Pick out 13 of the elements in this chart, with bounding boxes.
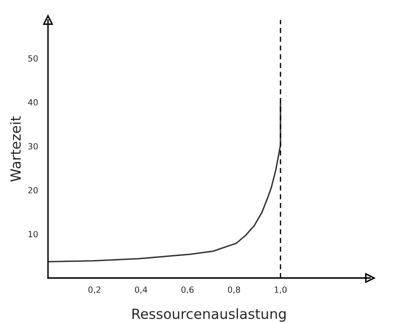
x-tick-label: 0,4 [134, 286, 148, 294]
y-tick-label: 20 [28, 187, 38, 194]
y-tick-label: 10 [28, 231, 38, 238]
x-tick-label: 1,0 [274, 286, 287, 294]
x-tick-label: 0,8 [228, 286, 240, 294]
y-tick-label: 30 [28, 143, 38, 150]
y-tick-label: 50 [28, 55, 38, 62]
x-axis-title: Ressourcenauslastung [132, 308, 286, 322]
x-tick-label: 0,6 [181, 286, 194, 294]
y-axis-title: Wartezeit [10, 116, 21, 182]
x-tick-label: 0,2 [88, 286, 100, 294]
y-tick-label: 40 [28, 99, 38, 106]
line-series [48, 101, 282, 262]
